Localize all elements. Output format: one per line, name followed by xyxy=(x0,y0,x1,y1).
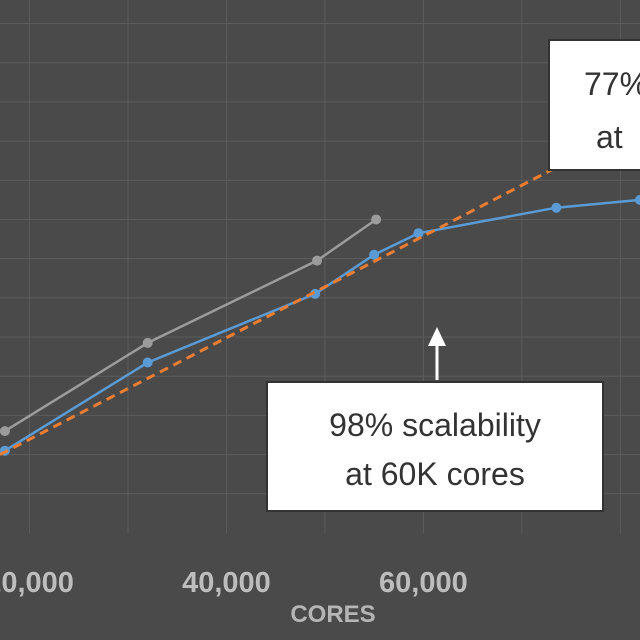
x-axis-title: CORES xyxy=(290,601,375,628)
callout-98-percent: 98% scalability at 60K cores xyxy=(266,381,604,512)
callout-arrow xyxy=(428,327,446,380)
series-1-point xyxy=(551,202,562,213)
callout-98-percent-box xyxy=(266,381,604,512)
series-1-point xyxy=(413,228,424,239)
series-0-point xyxy=(0,426,10,437)
x-tick-label: 20,000 xyxy=(0,567,74,599)
callout-77-percent-box xyxy=(548,39,640,171)
series-0-point xyxy=(142,337,153,348)
series-line-2 xyxy=(0,127,631,456)
x-tick-label: 40,000 xyxy=(182,567,271,599)
grid-layer xyxy=(0,0,640,533)
callout-98-percent-line-2: at 60K cores xyxy=(345,456,525,492)
callout-77-percent-line-1: 77% xyxy=(584,66,640,102)
series-1-point xyxy=(369,249,380,260)
callout-98-percent-line-1: 98% scalability xyxy=(329,407,541,443)
series-1-point xyxy=(142,357,153,368)
x-tick-labels: 20,000 40,000 60,000 xyxy=(0,567,468,599)
callout-77-percent: 77% at xyxy=(548,39,640,171)
series-line-0 xyxy=(4,218,377,433)
series-0-point xyxy=(371,214,382,225)
series-1-point xyxy=(635,194,640,205)
series-1-point xyxy=(310,288,321,299)
x-tick-label: 60,000 xyxy=(379,567,468,599)
series-0-point xyxy=(312,255,323,266)
callout-77-percent-line-2: at xyxy=(596,119,623,155)
series-layer xyxy=(0,127,640,456)
series-2 xyxy=(0,127,631,456)
series-0 xyxy=(0,214,382,437)
callout-arrow-head xyxy=(428,327,446,346)
